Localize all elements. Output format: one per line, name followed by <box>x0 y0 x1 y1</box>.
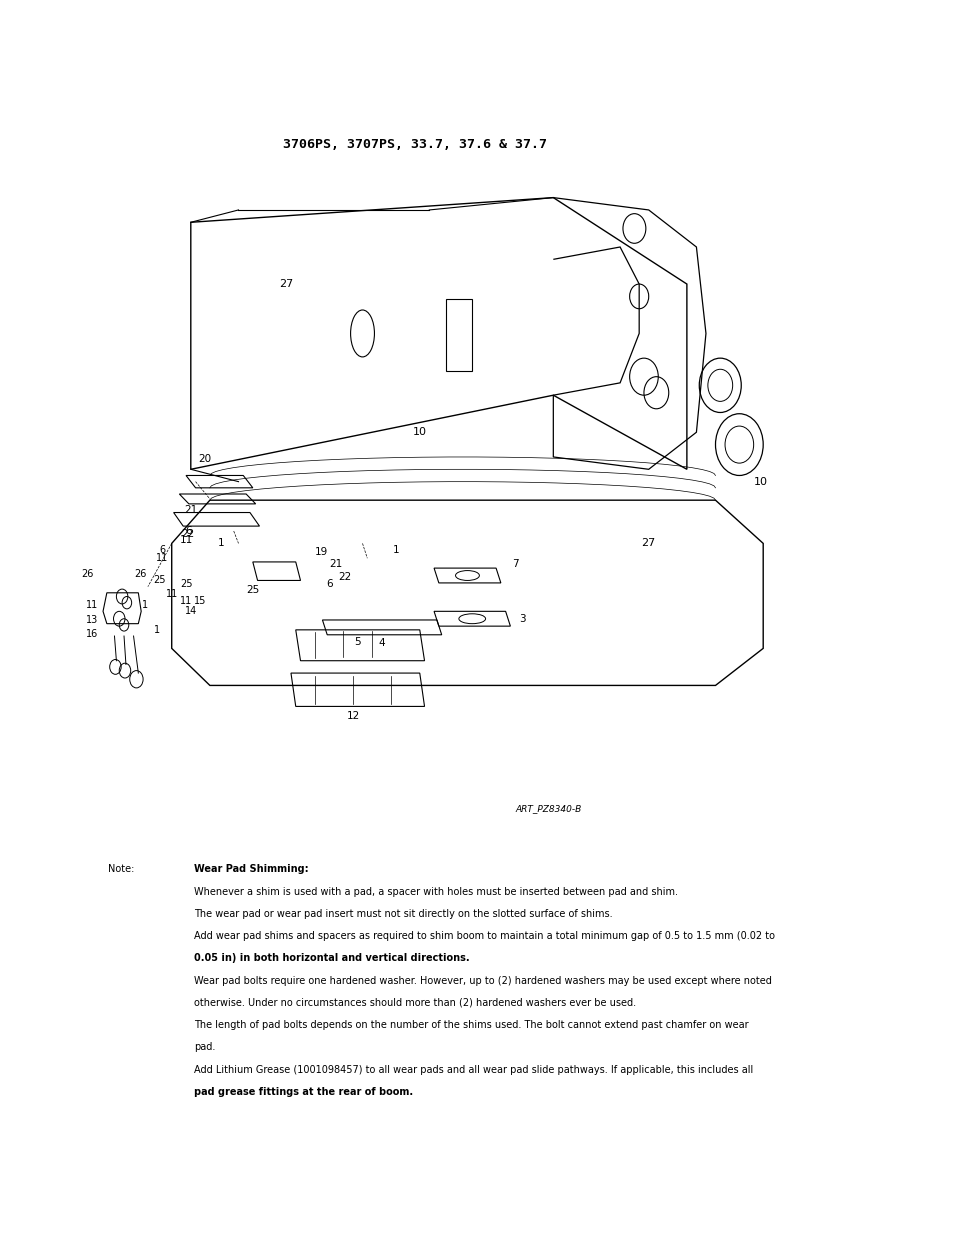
Text: otherwise. Under no circumstances should more than (2) hardened washers ever be : otherwise. Under no circumstances should… <box>193 998 635 1008</box>
Text: 7: 7 <box>512 559 517 569</box>
Text: 1: 1 <box>154 625 160 635</box>
Text: Add wear pad shims and spacers as required to shim boom to maintain a total mini: Add wear pad shims and spacers as requir… <box>193 931 774 941</box>
Text: 11: 11 <box>166 589 177 599</box>
Text: 10: 10 <box>413 427 426 437</box>
Text: 25: 25 <box>246 585 259 595</box>
Text: 16: 16 <box>87 629 98 638</box>
Text: 20: 20 <box>198 454 212 464</box>
Text: 11: 11 <box>179 535 193 545</box>
Text: 22: 22 <box>181 529 194 538</box>
Text: 27: 27 <box>641 538 655 548</box>
Text: 13: 13 <box>87 615 98 625</box>
Text: 12: 12 <box>346 711 359 721</box>
Text: 4: 4 <box>378 638 384 648</box>
Text: 26: 26 <box>82 569 93 579</box>
Text: Wear pad bolts require one hardened washer. However, up to (2) hardened washers : Wear pad bolts require one hardened wash… <box>193 976 771 986</box>
Text: Add Lithium Grease (1001098457) to all wear pads and all wear pad slide pathways: Add Lithium Grease (1001098457) to all w… <box>193 1065 752 1074</box>
Text: 27: 27 <box>279 279 293 289</box>
Text: 5: 5 <box>355 637 360 647</box>
Text: 6: 6 <box>326 579 332 589</box>
Text: 6: 6 <box>186 526 192 536</box>
Text: 3: 3 <box>519 614 525 624</box>
Text: 21: 21 <box>329 559 342 569</box>
Text: Note:: Note: <box>108 864 134 874</box>
Text: 21: 21 <box>184 505 197 515</box>
Text: 25: 25 <box>152 576 166 585</box>
Text: 1: 1 <box>393 545 398 555</box>
Text: pad.: pad. <box>193 1042 214 1052</box>
Text: 1: 1 <box>218 538 224 548</box>
Text: 6: 6 <box>159 545 165 555</box>
Text: 11: 11 <box>180 597 192 606</box>
Text: 1: 1 <box>142 600 148 610</box>
Text: ART_PZ8340-B: ART_PZ8340-B <box>515 804 581 814</box>
Text: 15: 15 <box>194 597 206 606</box>
Text: pad grease fittings at the rear of boom.: pad grease fittings at the rear of boom. <box>193 1087 413 1097</box>
Text: 25: 25 <box>179 579 193 589</box>
Text: 19: 19 <box>314 547 328 557</box>
Text: 10: 10 <box>753 477 767 487</box>
Text: 11: 11 <box>87 600 98 610</box>
Text: 26: 26 <box>134 569 146 579</box>
Text: Whenever a shim is used with a pad, a spacer with holes must be inserted between: Whenever a shim is used with a pad, a sp… <box>193 887 677 897</box>
Text: 22: 22 <box>338 572 352 582</box>
Text: The wear pad or wear pad insert must not sit directly on the slotted surface of : The wear pad or wear pad insert must not… <box>193 909 612 919</box>
Text: 11: 11 <box>156 553 168 563</box>
Text: Wear Pad Shimming:: Wear Pad Shimming: <box>193 864 308 874</box>
Text: 14: 14 <box>185 606 196 616</box>
Text: The length of pad bolts depends on the number of the shims used. The bolt cannot: The length of pad bolts depends on the n… <box>193 1020 747 1030</box>
Text: 0.05 in) in both horizontal and vertical directions.: 0.05 in) in both horizontal and vertical… <box>193 953 469 963</box>
Text: 3706PS, 3707PS, 33.7, 37.6 & 37.7: 3706PS, 3707PS, 33.7, 37.6 & 37.7 <box>283 138 546 151</box>
